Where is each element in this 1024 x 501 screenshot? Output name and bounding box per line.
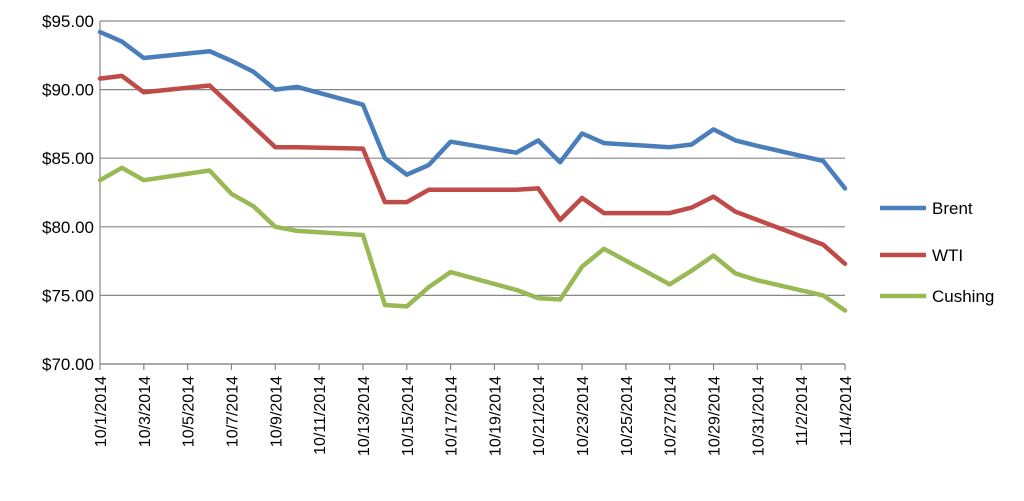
legend: Brent WTI Cushing: [880, 199, 994, 306]
series-line-wti: [97, 73, 848, 267]
x-tick-label: 10/7/2014: [224, 376, 241, 447]
legend-label-brent: Brent: [932, 199, 973, 218]
x-tick-label: 10/31/2014: [750, 376, 767, 456]
x-tick-label: 10/3/2014: [137, 376, 154, 447]
series-line-cushing: [97, 165, 848, 313]
series-line-brent: [97, 29, 848, 191]
x-tick-label: 10/29/2014: [707, 376, 724, 456]
x-tick-label: 10/9/2014: [268, 376, 285, 447]
y-tick-label: $85.00: [42, 149, 94, 168]
gridlines: [100, 20, 845, 365]
x-tick-label: 11/4/2014: [838, 376, 855, 446]
legend-label-cushing: Cushing: [932, 287, 994, 306]
x-tick-label: 10/1/2014: [93, 376, 110, 447]
x-tick-label: 10/15/2014: [400, 376, 417, 456]
y-tick-label: $75.00: [42, 286, 94, 305]
y-axis-tick-labels: $70.00 $75.00 $80.00 $85.00 $90.00 $95.00: [42, 12, 94, 374]
series-lines: [97, 29, 848, 313]
x-tick-label: 10/19/2014: [487, 376, 504, 456]
x-tick-label: 10/25/2014: [619, 376, 636, 456]
x-tick-label: 10/5/2014: [181, 376, 198, 447]
y-tick-label: $70.00: [42, 355, 94, 374]
y-tick-label: $80.00: [42, 218, 94, 237]
x-axis-tick-labels: 10/1/2014 10/3/2014 10/5/2014 10/7/2014 10/9…: [93, 376, 855, 456]
y-tick-label: $90.00: [42, 81, 94, 100]
x-tick-label: 11/2/2014: [794, 376, 811, 446]
x-tick-label: 10/11/2014: [312, 376, 329, 455]
x-tick-label: 10/13/2014: [356, 376, 373, 456]
x-tick-label: 10/27/2014: [663, 376, 680, 456]
axes: [99, 21, 846, 370]
y-tick-label: $95.00: [42, 12, 94, 31]
x-tick-label: 10/17/2014: [444, 376, 461, 456]
x-tick-label: 10/21/2014: [531, 376, 548, 456]
legend-label-wti: WTI: [932, 246, 963, 265]
x-tick-label: 10/23/2014: [575, 376, 592, 456]
